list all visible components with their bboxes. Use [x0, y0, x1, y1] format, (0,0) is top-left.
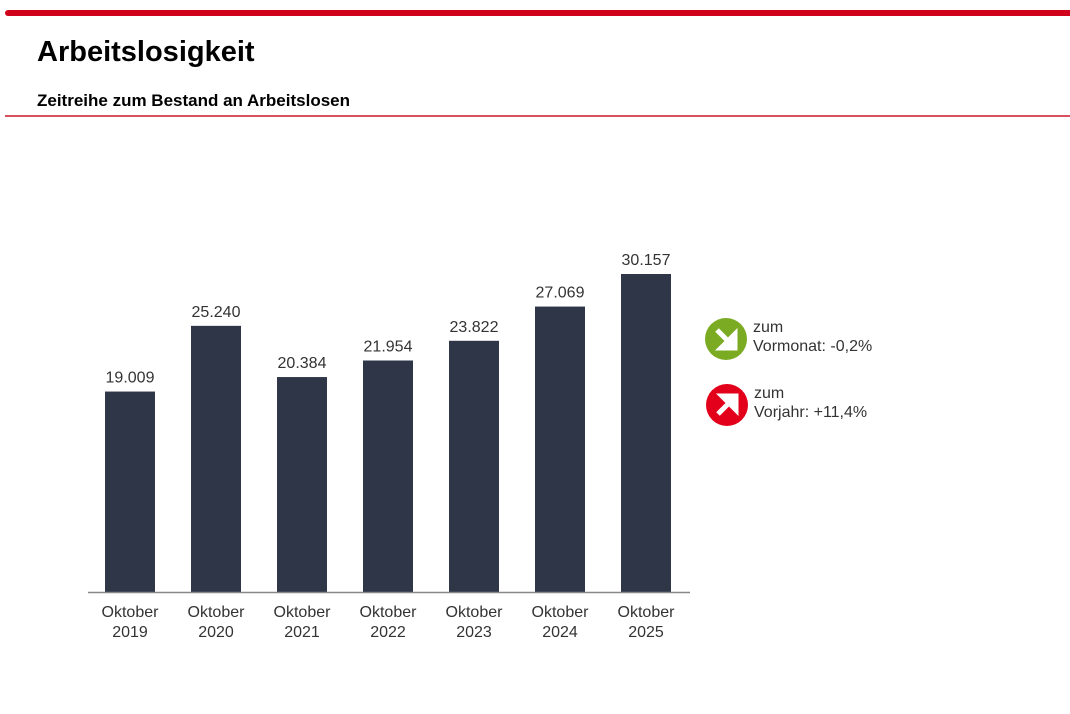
x-tick-label: 2024 — [542, 624, 578, 641]
top-accent-bar — [5, 10, 1070, 16]
data-label: 30.157 — [622, 252, 671, 269]
bar — [191, 325, 241, 592]
indicator-value: -0,2% — [830, 338, 873, 355]
x-tick-label: Oktober — [618, 604, 676, 621]
data-label: 27.069 — [536, 285, 585, 302]
indicator-line1: zum — [754, 385, 785, 402]
bar — [363, 360, 413, 592]
x-tick-label: 2025 — [628, 624, 664, 641]
x-tick-label: Oktober — [360, 604, 418, 621]
data-label: 23.822 — [450, 319, 499, 336]
data-label: 21.954 — [364, 338, 413, 355]
bar — [535, 306, 585, 592]
x-tick-label: 2023 — [456, 624, 492, 641]
x-tick-label: 2020 — [198, 624, 234, 641]
bar — [277, 377, 327, 592]
x-tick-label: Oktober — [446, 604, 504, 621]
arrow-down-right-icon — [705, 318, 747, 360]
indicator-vorjahr: zum Vorjahr: +11,4% — [706, 384, 867, 426]
bar — [449, 340, 499, 592]
x-tick-label: Oktober — [274, 604, 332, 621]
data-label: 20.384 — [278, 355, 327, 372]
indicator-label: Vorjahr: — [754, 404, 810, 421]
x-tick-label: Oktober — [532, 604, 590, 621]
page-subtitle: Zeitreihe zum Bestand an Arbeitslosen — [37, 91, 350, 110]
bar — [105, 391, 155, 592]
x-tick-label: 2022 — [370, 624, 406, 641]
data-label: 25.240 — [192, 304, 241, 321]
page-title: Arbeitslosigkeit — [37, 36, 255, 68]
indicator-value: +11,4% — [813, 404, 868, 421]
x-tick-label: 2021 — [284, 624, 320, 641]
indicator-line1: zum — [753, 319, 784, 336]
indicator-label: Vormonat: — [753, 338, 826, 355]
x-tick-label: Oktober — [188, 604, 246, 621]
data-label: 19.009 — [106, 370, 155, 387]
arrow-up-right-icon — [706, 384, 748, 426]
x-tick-label: Oktober — [102, 604, 160, 621]
bar — [621, 274, 671, 592]
divider — [5, 115, 1070, 117]
indicator-vormonat: zum Vormonat: -0,2% — [705, 318, 872, 360]
x-tick-label: 2019 — [112, 624, 148, 641]
